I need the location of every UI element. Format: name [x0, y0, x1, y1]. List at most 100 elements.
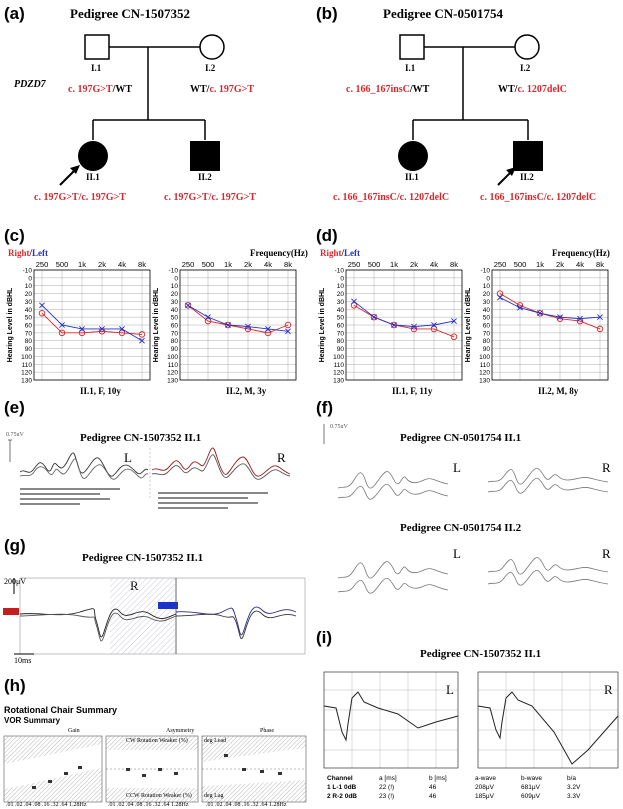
- vor-phase-freqs: .01 .02 .04 .08 .16 .32 .64 1.28Hz: [206, 802, 287, 808]
- genotype-b-II2: c. 166_167insC/c. 1207delC: [480, 192, 597, 203]
- plot-frame: [33, 269, 151, 381]
- y-tick-label: -10: [335, 268, 345, 275]
- data-point-right: [596, 325, 604, 333]
- gene-name: PDZD7: [14, 79, 46, 90]
- y-tick-label: 120: [167, 370, 178, 377]
- y-tick-label: 120: [333, 370, 344, 377]
- erg-header-a: a [ms]: [379, 775, 397, 782]
- proband-arrow-a: [59, 168, 77, 186]
- y-tick-label: 50: [171, 315, 179, 322]
- abr-e-right-label: R: [277, 450, 286, 465]
- series-line-left: [353, 301, 455, 328]
- data-point-right: [118, 329, 126, 337]
- series-line-left: [187, 304, 289, 332]
- y-tick-label: 120: [21, 370, 32, 377]
- audiogram-c-left-subject: II.1, F, 10y: [80, 386, 121, 396]
- data-point-right: [184, 302, 192, 309]
- x-tick-label: 250: [36, 260, 49, 269]
- y-tick-label: 90: [337, 346, 345, 353]
- data-point-left: [205, 314, 211, 321]
- data-point-left: [185, 302, 191, 309]
- audiogram-y-axis-label: Hearing Level in dBHL: [319, 287, 326, 362]
- vemp-marker-red: [3, 608, 19, 615]
- table-cell: 46: [429, 784, 437, 791]
- y-tick-label: 20: [337, 291, 345, 298]
- vemp-marker-blue: [158, 602, 178, 609]
- table-cell: 22 (!): [379, 784, 395, 791]
- vor-summary-plots: [3, 735, 307, 803]
- series-line-right: [187, 305, 289, 334]
- data-point-right: [58, 329, 66, 337]
- series-line-right: [353, 304, 455, 338]
- data-point-left: [411, 323, 417, 330]
- panel-label-a: (a): [4, 4, 25, 23]
- vor-asymmetry-header: Asymmetry: [166, 728, 195, 734]
- table-cell: 46: [429, 793, 437, 800]
- pedigree-a-id-II2: II.2: [198, 172, 212, 182]
- audiogram-d-right-subject: II.2, M, 8y: [538, 386, 579, 396]
- abr-f2-right-label: R: [602, 546, 611, 561]
- y-tick-label: 100: [479, 354, 490, 361]
- x-tick-label: 250: [494, 260, 507, 269]
- y-tick-label: 50: [337, 315, 345, 322]
- audiogram-y-axis-label: Hearing Level in dBHL: [465, 287, 472, 362]
- legend-d: Right/Left: [320, 248, 361, 258]
- x-tick-label: 4k: [118, 260, 126, 269]
- y-tick-label: 60: [483, 323, 491, 330]
- pedigree-b-affected-male-II2: [513, 141, 543, 171]
- panel-label-c: (c): [4, 226, 25, 245]
- vemp-g-title: Pedigree CN-1507352 II.1: [82, 552, 204, 564]
- data-point-right: [536, 309, 544, 317]
- data-point-left: [39, 302, 45, 309]
- y-tick-label: 110: [22, 362, 33, 369]
- abr-f-scale: 0.75uV: [330, 424, 348, 430]
- x-tick-label: 250: [182, 260, 195, 269]
- data-point-left: [139, 337, 145, 344]
- plot-frame: [491, 269, 609, 381]
- y-tick-label: 30: [25, 299, 33, 306]
- vor-lag-label: deg Lag: [204, 793, 224, 799]
- data-point-right: [284, 321, 292, 329]
- pedigree-a-male-I1: [84, 34, 110, 60]
- data-point-right: [78, 329, 86, 337]
- y-tick-label: 90: [483, 346, 491, 353]
- pedigree-b-male-I1: [399, 34, 425, 60]
- data-point-left: [265, 326, 271, 332]
- vor-lead-label: deg Lead: [204, 738, 227, 744]
- data-point-right: [430, 325, 438, 333]
- y-tick-label: 70: [483, 330, 491, 337]
- table-cell: 681μV: [521, 784, 540, 791]
- table-cell: 3.2V: [567, 784, 581, 791]
- y-tick-label: 10: [483, 283, 491, 290]
- table-row: 2 R-2 0dB: [327, 793, 357, 800]
- x-tick-label: 500: [202, 260, 215, 269]
- data-point-right: [138, 331, 146, 338]
- y-tick-label: 130: [333, 378, 344, 385]
- x-tick-label: 2k: [556, 260, 564, 269]
- data-point-left: [371, 314, 377, 321]
- y-tick-label: 10: [25, 283, 33, 290]
- table-cell: 23 (!): [379, 793, 395, 800]
- y-tick-label: 40: [483, 307, 491, 314]
- y-tick-label: 0: [340, 275, 344, 282]
- x-tick-label: 8k: [138, 260, 146, 269]
- panel-label-g: (g): [4, 536, 26, 555]
- panel-label-f: (f): [316, 398, 333, 417]
- x-tick-label: 8k: [284, 260, 292, 269]
- vor-phase-header: Phase: [260, 728, 274, 734]
- data-point-left: [451, 318, 457, 324]
- erg-header-ba: b/a: [567, 775, 577, 782]
- pedigree-b-id-I1: I.1: [405, 63, 416, 73]
- y-tick-label: 80: [25, 338, 33, 345]
- rotational-chair-title: Rotational Chair Summary: [4, 705, 118, 715]
- vor-gain-freqs: .01 .02 .04 .08 .16 .32 .64 1.28Hz: [6, 802, 87, 808]
- y-tick-label: 10: [337, 283, 345, 290]
- x-tick-label: 2k: [410, 260, 418, 269]
- x-tick-label: 2k: [244, 260, 252, 269]
- data-point-right: [204, 317, 212, 325]
- table-cell: 208μV: [475, 784, 494, 791]
- vor-summary-title: VOR Summary: [4, 716, 61, 725]
- data-point-right: [350, 302, 358, 309]
- genotype-b-I2: WT/c. 1207delC: [498, 84, 567, 95]
- y-tick-label: 20: [483, 291, 491, 298]
